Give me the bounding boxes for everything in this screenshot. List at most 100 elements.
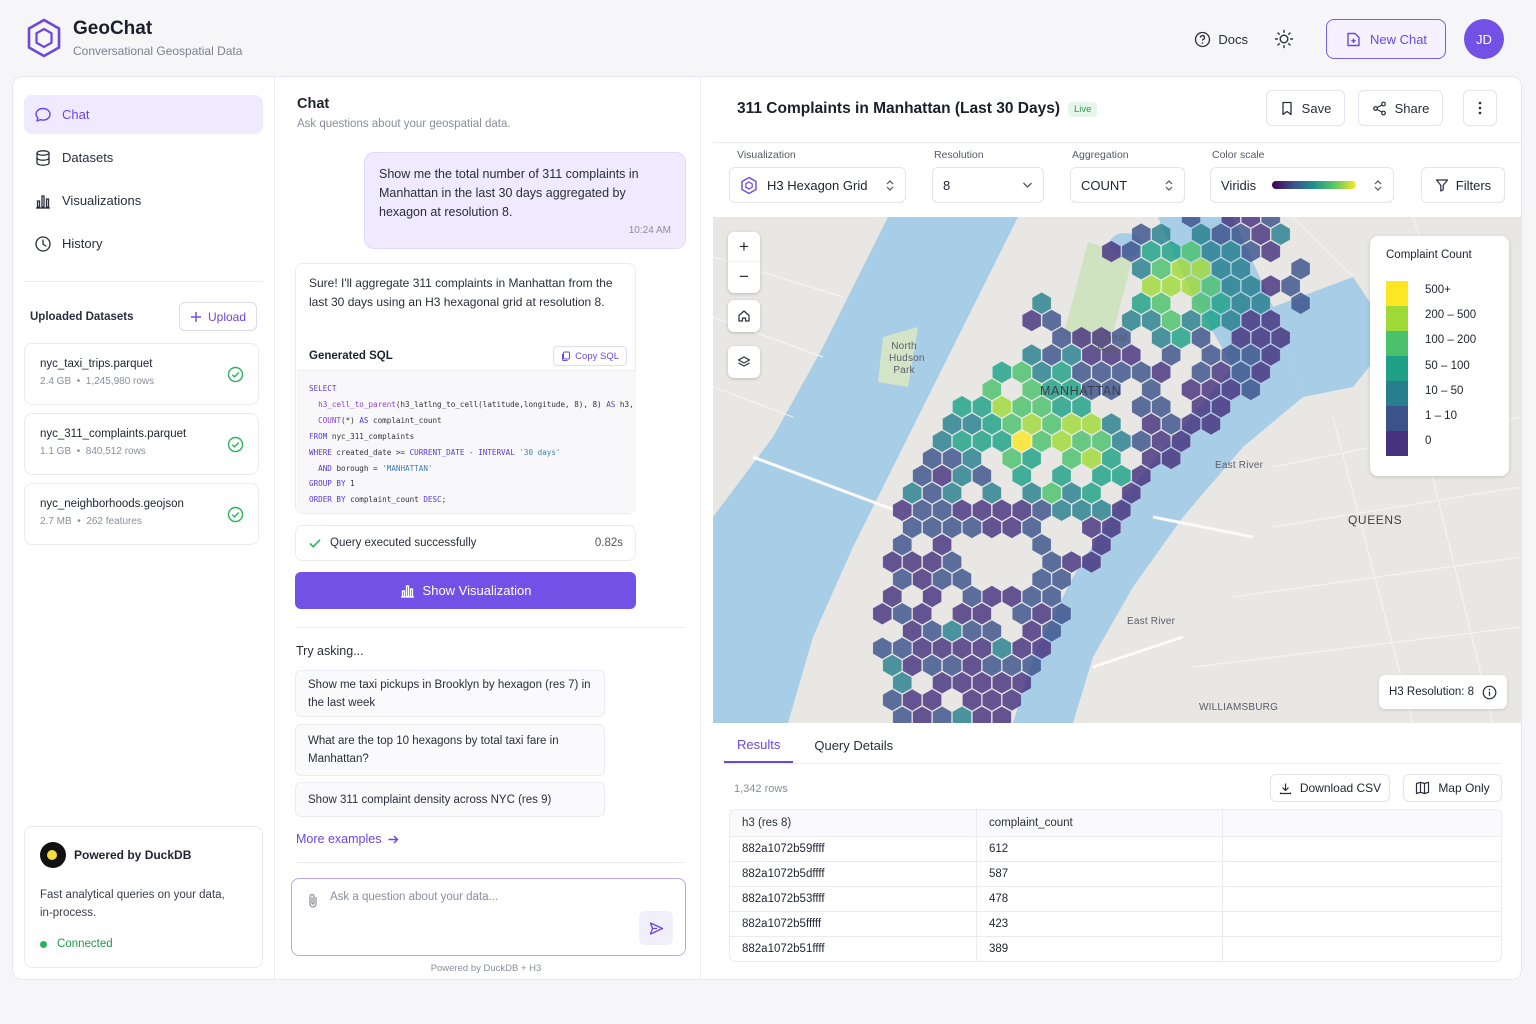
hexagon-cell[interactable] (982, 688, 1002, 712)
sidebar-item-visualizations[interactable]: Visualizations (24, 181, 263, 220)
hexagon-cell[interactable] (972, 671, 992, 694)
hexagon-cell[interactable] (1101, 447, 1122, 470)
hexagon-cell[interactable] (1131, 464, 1152, 487)
hexagon-cell[interactable] (1081, 412, 1102, 436)
hexagon-cell[interactable] (1241, 240, 1261, 263)
hexagon-cell[interactable] (1221, 378, 1241, 401)
hexagon-cell[interactable] (982, 516, 1002, 539)
upload-button[interactable]: Upload (179, 302, 257, 331)
hexagon-cell[interactable] (1021, 481, 1042, 505)
hexagon-cell[interactable] (1221, 343, 1241, 367)
hexagon-cell[interactable] (1211, 360, 1231, 384)
hexagon-cell[interactable] (1061, 481, 1082, 505)
hexagon-cell[interactable] (1031, 429, 1052, 453)
hexagon-cell[interactable] (1021, 585, 1042, 608)
hexagon-cell[interactable] (1181, 274, 1201, 298)
hexagon-cell[interactable] (1021, 378, 1042, 401)
dataset-card[interactable]: nyc_neighborhoods.geojson 2.7 MB • 262 f… (24, 483, 259, 545)
sidebar-item-history[interactable]: History (24, 224, 263, 263)
hexagon-cell[interactable] (1231, 257, 1251, 280)
hexagon-cell[interactable] (1201, 309, 1221, 332)
home-button[interactable] (728, 300, 760, 332)
hexagon-cell[interactable] (1031, 602, 1052, 625)
new-chat-button[interactable]: New Chat (1326, 19, 1446, 59)
hexagon-cell[interactable] (1021, 309, 1042, 332)
hexagon-cell[interactable] (932, 671, 952, 694)
dataset-card[interactable]: nyc_taxi_trips.parquet 2.4 GB • 1,245,98… (24, 343, 259, 405)
hexagon-cell[interactable] (1021, 343, 1042, 367)
hexagon-cell[interactable] (1041, 343, 1062, 367)
suggestion-item[interactable]: Show me taxi pickups in Brooklyn by hexa… (295, 670, 605, 717)
hexagon-cell[interactable] (872, 637, 892, 660)
hexagon-cell[interactable] (902, 550, 922, 574)
share-button[interactable]: Share (1358, 90, 1443, 126)
hexagon-cell[interactable] (1071, 429, 1092, 453)
hexagon-cell[interactable] (1141, 412, 1161, 436)
hexagon-cell[interactable] (952, 671, 972, 694)
hexagon-cell[interactable] (1001, 516, 1022, 539)
filters-button[interactable]: Filters (1421, 167, 1505, 203)
hexagon-cell[interactable] (1191, 326, 1211, 350)
hexagon-cell[interactable] (1051, 360, 1072, 384)
zoom-out-button[interactable]: − (739, 267, 749, 286)
hexagon-cell[interactable] (1201, 412, 1221, 436)
hexagon-cell[interactable] (1181, 240, 1201, 263)
hexagon-cell[interactable] (1151, 291, 1171, 315)
column-header[interactable]: complaint_count (977, 810, 1223, 836)
hexagon-cell[interactable] (1221, 240, 1241, 263)
hexagon-cell[interactable] (932, 464, 952, 487)
sidebar-item-chat[interactable]: Chat (24, 95, 263, 134)
hexagon-cell[interactable] (882, 550, 902, 574)
hexagon-cell[interactable] (1101, 240, 1122, 263)
hexagon-cell[interactable] (982, 619, 1002, 643)
hexagon-cell[interactable] (982, 378, 1002, 401)
hexagon-cell[interactable] (922, 447, 942, 470)
table-row[interactable]: 882a1072b5fffff 423 (730, 911, 1501, 936)
hexagon-cell[interactable] (902, 481, 922, 505)
hexagon-cell[interactable] (1191, 257, 1211, 280)
hexagon-cell[interactable] (1001, 654, 1022, 677)
hexagon-cell[interactable] (1051, 568, 1072, 591)
sidebar-item-datasets[interactable]: Datasets (24, 138, 263, 177)
user-avatar[interactable]: JD (1464, 19, 1504, 59)
hexagon-cell[interactable] (1171, 429, 1191, 453)
hexagon-cell[interactable] (1151, 395, 1171, 419)
hexagon-cell[interactable] (1091, 360, 1112, 384)
hexagon-cell[interactable] (1081, 378, 1102, 401)
hexagon-cell[interactable] (912, 499, 932, 522)
hexagon-cell[interactable] (962, 585, 982, 608)
hexagon-cell[interactable] (1131, 395, 1152, 419)
hexagon-cell[interactable] (962, 447, 982, 470)
hexagon-cell[interactable] (1131, 429, 1152, 453)
hexagon-cell[interactable] (1171, 326, 1191, 350)
hexagon-cell[interactable] (932, 429, 952, 453)
hexagon-cell[interactable] (1250, 326, 1271, 350)
hexagon-cell[interactable] (1111, 429, 1132, 453)
hexagon-cell[interactable] (1021, 412, 1042, 436)
hexagon-cell[interactable] (1191, 222, 1211, 246)
hexagon-cell[interactable] (1121, 343, 1142, 367)
hexagon-cell[interactable] (1031, 533, 1052, 556)
hexagon-cell[interactable] (1011, 464, 1032, 487)
layers-button[interactable] (728, 346, 760, 378)
hexagon-cell[interactable] (1161, 274, 1181, 298)
hexagon-cell[interactable] (992, 360, 1012, 384)
hexagon-cell[interactable] (932, 499, 952, 522)
hexagon-cell[interactable] (1171, 257, 1191, 280)
hexagon-cell[interactable] (1260, 309, 1281, 332)
hexagon-cell[interactable] (942, 654, 962, 677)
hexagon-cell[interactable] (902, 516, 922, 539)
hexagon-cell[interactable] (1051, 464, 1072, 487)
hexagon-cell[interactable] (922, 619, 942, 643)
hexagon-cell[interactable] (1270, 222, 1291, 246)
hexagon-cell[interactable] (912, 568, 932, 591)
hexagon-cell[interactable] (952, 602, 972, 625)
hexagon-cell[interactable] (1270, 326, 1291, 350)
hexagon-cell[interactable] (1111, 360, 1132, 384)
hexagon-cell[interactable] (1151, 429, 1171, 453)
hexagon-cell[interactable] (1091, 533, 1112, 556)
hexagon-cell[interactable] (1081, 447, 1102, 470)
hexagon-cell[interactable] (1011, 395, 1032, 419)
hexagon-cell[interactable] (1111, 464, 1132, 487)
hexagon-cell[interactable] (942, 412, 962, 436)
